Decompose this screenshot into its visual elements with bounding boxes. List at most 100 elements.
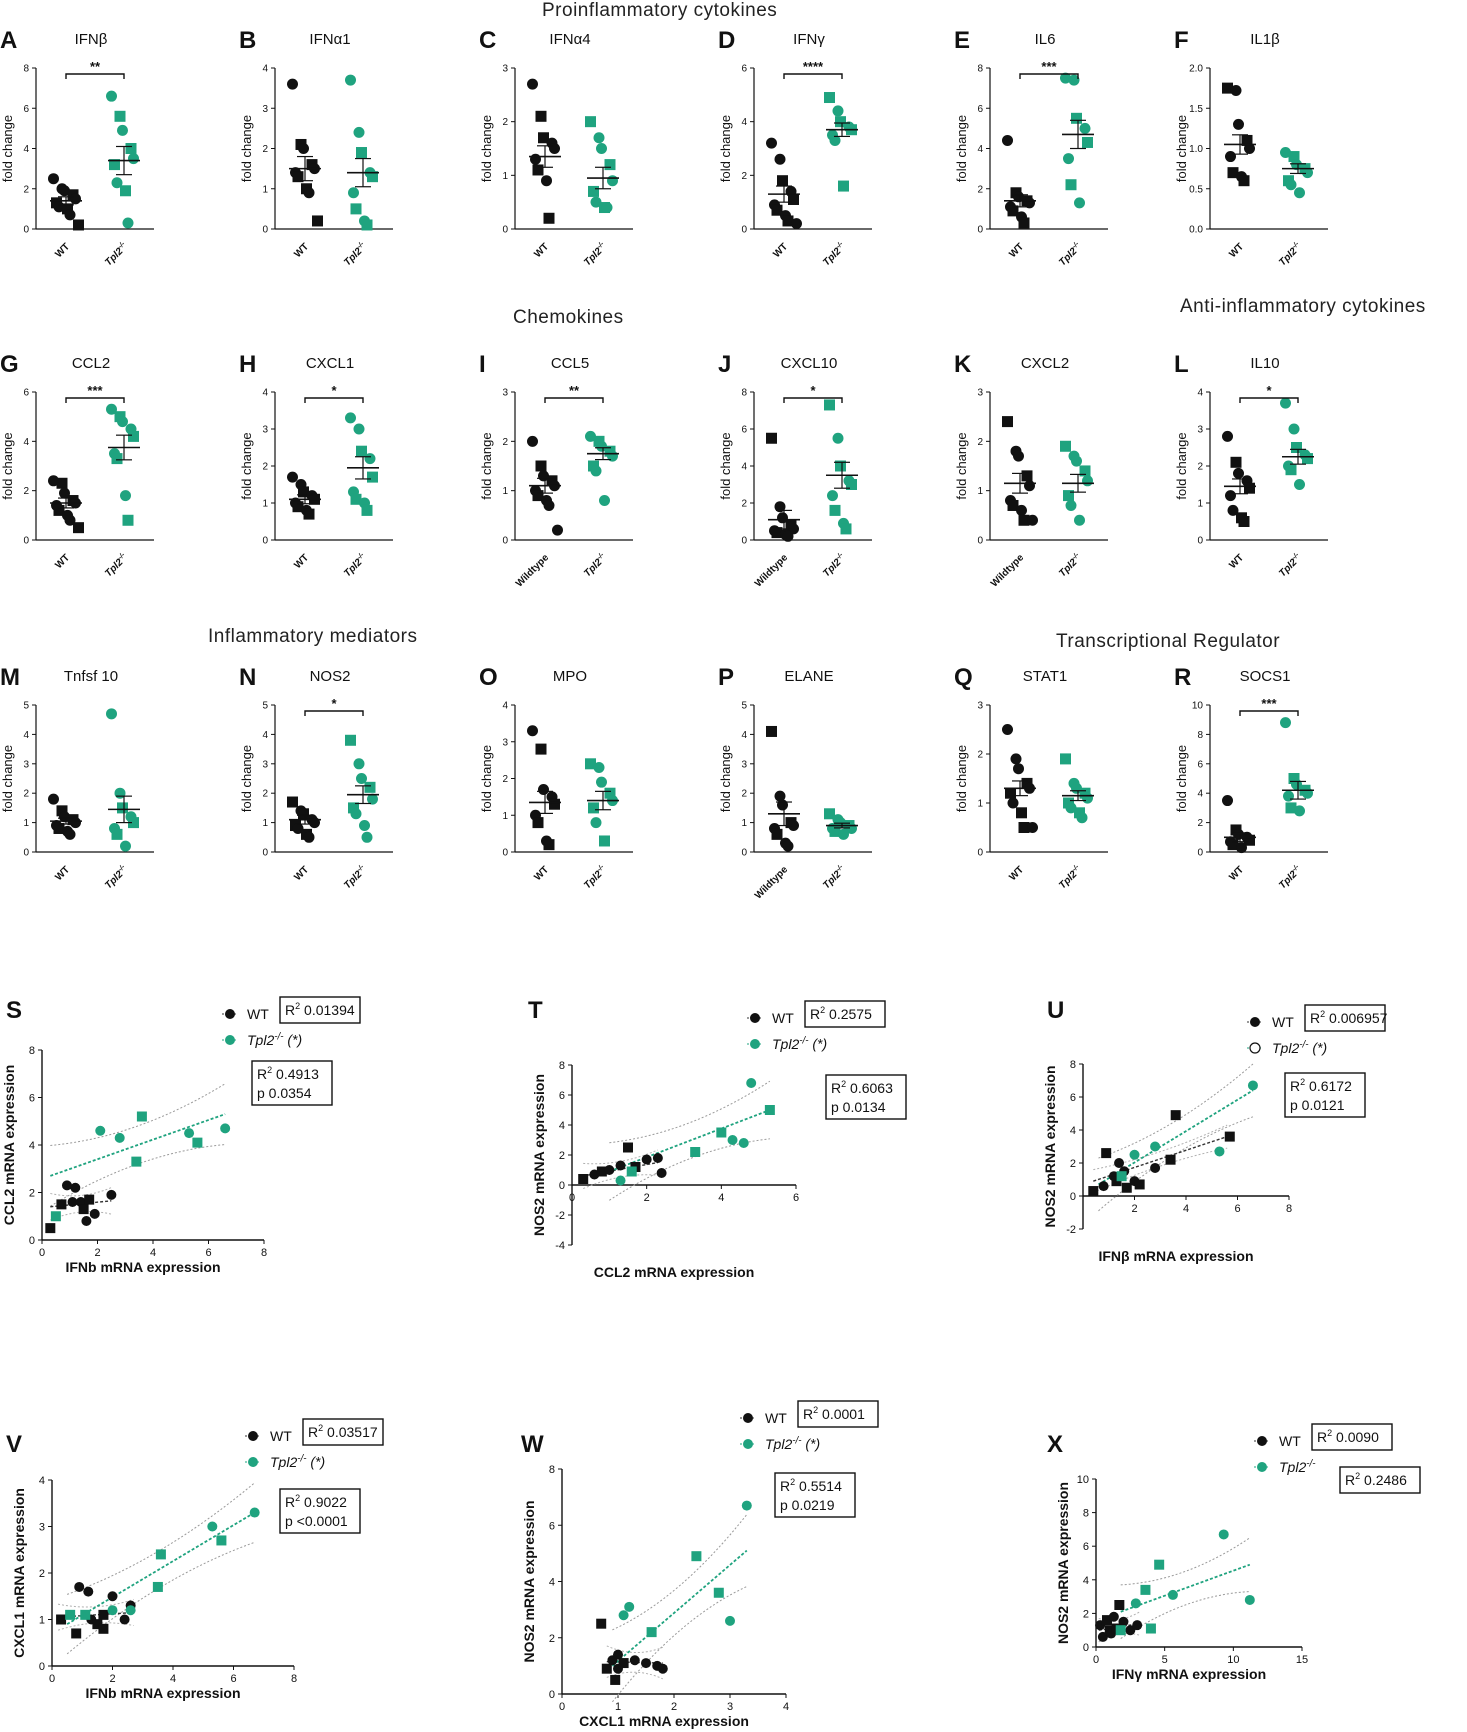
x-category-label: Wildtype — [989, 552, 1026, 589]
data-point — [782, 215, 794, 227]
x-tick-label: 5 — [1162, 1654, 1168, 1666]
legend-wt-marker — [1250, 1017, 1260, 1027]
ko-stats-box-r2: R2 0.9022 — [285, 1493, 347, 1510]
panel-n: N NOS2 0 1 2 3 4 5 fold change WT Tpl2-/- * — [239, 664, 393, 891]
data-point — [114, 110, 126, 122]
y-tick-label: 2 — [1197, 462, 1203, 473]
data-point — [771, 204, 783, 216]
data-point — [788, 193, 799, 205]
wt-data-point — [1101, 1148, 1112, 1159]
ko-data-point — [1145, 1623, 1156, 1634]
wt-data-point — [89, 1208, 100, 1219]
data-point — [1302, 787, 1313, 799]
data-point — [348, 802, 359, 814]
y-tick-label: 4 — [23, 437, 29, 448]
data-point — [1280, 397, 1291, 409]
data-point — [774, 501, 786, 513]
y-tick-label: 0.5 — [1189, 184, 1203, 195]
data-point — [345, 412, 356, 424]
section-title-anti-inflammatory: Anti-inflammatory cytokines — [1180, 296, 1426, 317]
wt-data-point — [1150, 1162, 1161, 1173]
ko-data-point — [50, 1211, 61, 1222]
data-point — [546, 475, 558, 487]
y-tick-label: 10 — [1192, 701, 1204, 712]
data-point — [361, 831, 373, 843]
data-point — [782, 840, 794, 852]
y-tick-label: 0 — [502, 225, 508, 236]
y-tick-label: 0 — [741, 848, 747, 859]
x-category-label: Tpl2-/- — [581, 240, 609, 268]
y-tick-label: 2 — [1083, 1608, 1089, 1620]
data-point — [367, 171, 378, 183]
data-point — [596, 776, 607, 788]
x-category-label: WT — [532, 864, 551, 883]
y-tick-label: 6 — [977, 104, 983, 115]
panel-a: A IFNβ 0 2 4 6 8 fold change WT Tpl2-/- ** — [0, 27, 154, 268]
legend-wt-marker — [225, 1009, 235, 1019]
data-point — [596, 143, 607, 154]
x-tick-label: 4 — [170, 1673, 176, 1685]
wt-data-point — [74, 1581, 85, 1592]
ko-data-point — [184, 1128, 195, 1139]
y-tick-label: 2 — [39, 1568, 45, 1580]
data-point — [59, 487, 70, 499]
data-point — [1230, 85, 1242, 97]
y-tick-label: 2 — [23, 184, 29, 195]
significance-stars: *** — [87, 383, 103, 398]
wt-data-point — [1134, 1179, 1145, 1190]
y-axis-label: NOS2 mRNA expression — [1055, 1482, 1071, 1644]
ko-fit-line — [66, 1511, 256, 1625]
ko-stats-box-frame — [825, 1074, 907, 1120]
y-axis-label: CXCL1 mRNA expression — [11, 1488, 27, 1658]
y-tick-label: 2 — [23, 486, 29, 497]
data-point — [120, 185, 131, 197]
panel-letter: U — [1047, 997, 1064, 1024]
data-point — [1225, 490, 1236, 502]
data-point — [535, 460, 547, 472]
data-point — [527, 435, 538, 447]
wt-data-point — [106, 1189, 117, 1200]
y-tick-label: -4 — [555, 1240, 565, 1252]
y-tick-label: 3 — [502, 737, 508, 748]
y-tick-label: 1.0 — [1189, 144, 1203, 155]
wt-data-point — [604, 1165, 615, 1175]
data-point — [766, 432, 777, 444]
panel-letter: C — [479, 27, 496, 54]
ko-stats-box-r2: R2 0.6063 — [831, 1079, 893, 1096]
ko-data-point — [1214, 1146, 1225, 1157]
confidence-band — [1093, 1124, 1228, 1171]
data-point — [588, 185, 599, 197]
x-tick-label: 2 — [109, 1673, 115, 1685]
data-point — [1079, 465, 1091, 477]
panel-e: E IL6 0 2 4 6 8 fold change WT Tpl2-/- *** — [954, 27, 1108, 268]
ko-data-point — [114, 1132, 125, 1143]
x-category-label: WT — [1007, 241, 1026, 260]
confidence-band — [57, 1622, 134, 1631]
data-point — [312, 215, 323, 227]
x-tick-label: 6 — [1234, 1203, 1240, 1215]
data-point — [1013, 763, 1024, 775]
data-point — [1007, 797, 1019, 809]
wt-data-point — [1114, 1600, 1125, 1610]
data-point — [543, 212, 555, 224]
data-point — [593, 132, 605, 144]
data-point — [111, 177, 123, 189]
data-point — [771, 828, 783, 840]
x-category-label: WT — [292, 864, 311, 883]
x-category-label: Tpl2-/- — [102, 240, 130, 268]
panel-title: MPO — [553, 668, 587, 685]
legend-ko-marker — [225, 1035, 235, 1045]
data-point — [128, 430, 139, 442]
confidence-band — [612, 1586, 748, 1703]
ko-data-point — [1115, 1625, 1126, 1636]
data-point — [1065, 499, 1077, 511]
x-category-label: WT — [292, 241, 311, 260]
data-point — [106, 403, 117, 415]
y-tick-label: 4 — [23, 730, 29, 741]
wt-data-point — [67, 1197, 78, 1207]
data-point — [585, 430, 596, 442]
data-point — [1002, 724, 1013, 735]
y-tick-label: 4 — [741, 117, 747, 128]
y-axis-label: fold change — [1174, 745, 1189, 812]
y-tick-label: 0 — [559, 1180, 565, 1192]
